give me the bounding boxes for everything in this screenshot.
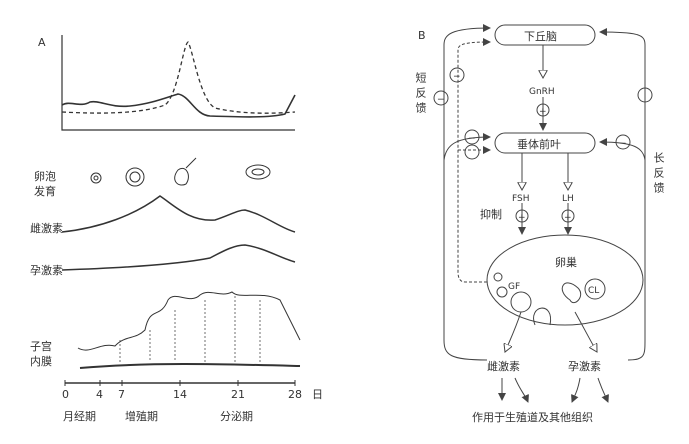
gnrh-plus: +: [539, 107, 547, 117]
corpus-luteum-circle: [584, 278, 606, 300]
tick-21: 21: [231, 388, 245, 401]
gnrh-label: GnRH: [529, 87, 555, 97]
long-feedback-label: 长反馈: [652, 152, 665, 197]
estrogen-output: 雌激素: [487, 359, 520, 373]
panel-a-labels: 雌激素 孕激素 0 4 7 14 21 28 日 月经期 增殖期 分泌期: [30, 221, 323, 423]
endometrium-surface: [77, 291, 301, 351]
short-feedback-label: 短反馈: [414, 72, 427, 117]
estrogen-label: 雌激素: [30, 221, 63, 235]
ovary-label: 卵巢: [555, 256, 577, 269]
gnrh-plus-node: [536, 103, 550, 117]
gf-label: GF: [508, 282, 520, 292]
tick-4: 4: [96, 388, 103, 401]
panel-b-labels: B 下丘脑 GnRH 垂体前叶 FSH LH 抑制 卵巢 GF CL 雌激素 孕…: [418, 29, 627, 424]
follicle: [510, 291, 532, 313]
endometrium-base: [79, 363, 301, 369]
follicle-label: 卵泡发育: [34, 170, 56, 198]
tick-7: 7: [118, 388, 125, 401]
phase-secretory: 分泌期: [220, 410, 253, 423]
minus-4: −: [619, 139, 627, 149]
long-feedback-minus-node: [637, 87, 653, 103]
progesterone-output: 孕激素: [568, 359, 601, 373]
lh-curve: [61, 93, 296, 118]
phase-menstrual: 月经期: [63, 410, 96, 423]
short-feedback-minus-node: [433, 90, 449, 106]
lh-plus-node: [561, 209, 575, 223]
progesterone-curve: [61, 244, 296, 271]
day-ticks: [64, 380, 296, 386]
minus-2: −: [453, 72, 461, 82]
panel-a-label: A: [38, 36, 46, 49]
fsh-dashed-curve: [61, 41, 296, 114]
endometrium-glands: [119, 296, 261, 362]
fsh-plus-node: [515, 209, 529, 223]
phase-proliferative: 增殖期: [125, 409, 158, 423]
tick-28: 28: [288, 388, 302, 401]
pituitary-label: 垂体前叶: [517, 137, 561, 151]
ovary: [486, 234, 644, 326]
inhibit-label: 抑制: [480, 207, 502, 221]
axis-unit: 日: [312, 388, 323, 401]
target-label: 作用于生殖道及其他组织: [472, 410, 593, 424]
estrogen-curve: [61, 195, 296, 233]
hormone-chart-axes: [61, 35, 295, 131]
corpus-luteum: [561, 282, 582, 304]
lh-plus: +: [564, 213, 572, 223]
fsh-label: FSH: [512, 194, 530, 204]
long-feedback-loop: [599, 28, 646, 361]
cl-label: CL: [588, 286, 599, 296]
ovulation-site: [533, 307, 552, 326]
endometrium-label: 子宫内膜: [30, 340, 52, 368]
pituitary-box: [494, 132, 596, 154]
lh-label: LH: [562, 194, 574, 204]
fsh-plus: +: [518, 213, 526, 223]
minus-3: −: [468, 134, 476, 144]
panel-a: A: [38, 35, 301, 386]
follicle-drawings: [90, 157, 271, 187]
panel-b-label: B: [418, 29, 426, 42]
tick-0: 0: [62, 388, 69, 401]
short-feedback-loop: [443, 24, 491, 361]
minus-1: −: [437, 95, 445, 105]
progesterone-label: 孕激素: [30, 263, 63, 277]
inhibit-dashed-loop: [457, 38, 491, 283]
hypothalamus-label: 下丘脑: [524, 30, 557, 43]
panel-b: [433, 24, 653, 403]
hypothalamus-box: [494, 24, 596, 46]
tick-14: 14: [173, 388, 187, 401]
